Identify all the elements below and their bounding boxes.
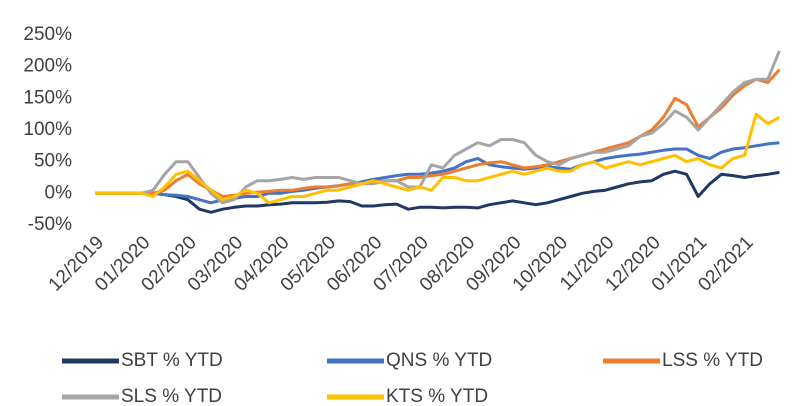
y-tick-label: 250%	[23, 24, 72, 45]
y-tick-label: 150%	[23, 87, 72, 108]
series-line	[95, 50, 781, 205]
y-tick-label: 100%	[23, 119, 72, 140]
legend-label: LSS % YTD	[662, 350, 763, 371]
series-line	[95, 112, 781, 205]
legend-label: QNS % YTD	[386, 350, 492, 371]
legend-label: SLS % YTD	[121, 386, 222, 406]
y-tick-label: 200%	[23, 56, 72, 77]
legend-label: SBT % YTD	[121, 350, 223, 371]
series-line	[95, 141, 780, 205]
y-tick-label: 0%	[45, 182, 73, 203]
series-line	[95, 169, 780, 214]
legend-label: KTS % YTD	[386, 386, 488, 406]
y-tick-label: -50%	[28, 214, 72, 235]
y-tick-label: 50%	[34, 151, 72, 172]
